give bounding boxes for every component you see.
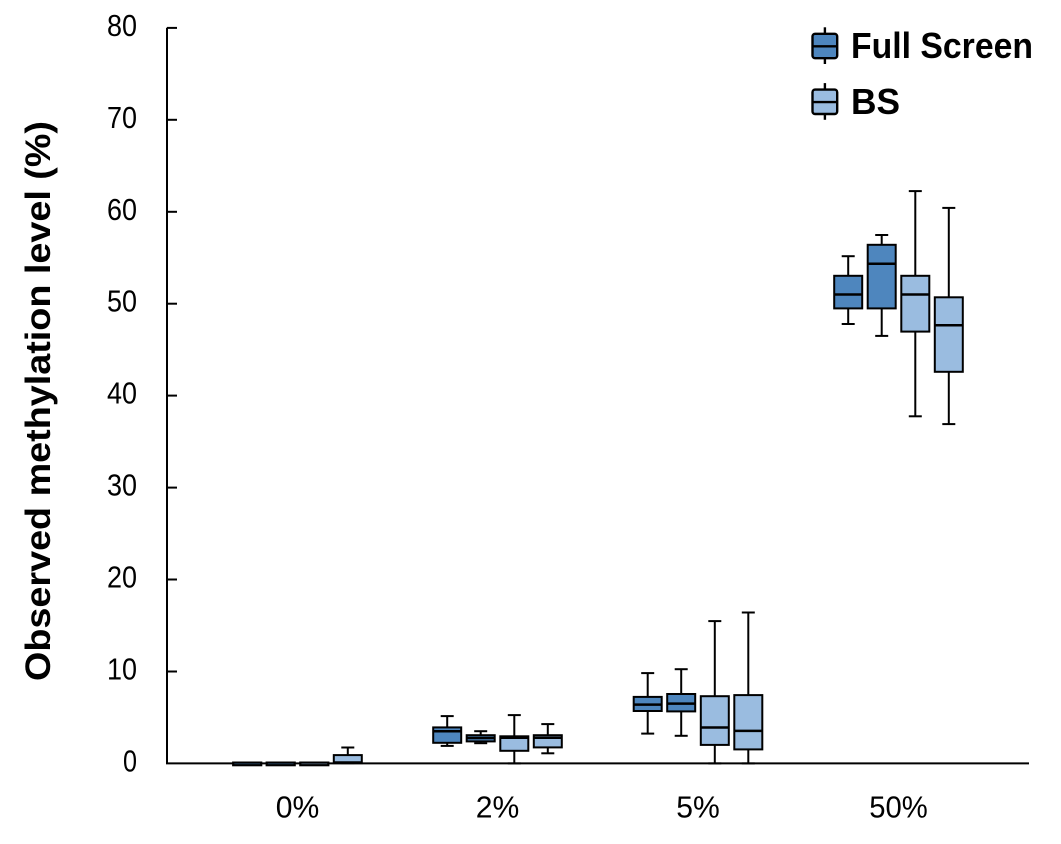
svg-text:0: 0 <box>123 743 137 778</box>
svg-text:20: 20 <box>107 560 137 595</box>
svg-text:40: 40 <box>107 376 137 411</box>
svg-text:50%: 50% <box>869 789 928 824</box>
svg-text:2%: 2% <box>476 789 520 824</box>
svg-text:5%: 5% <box>676 789 720 824</box>
svg-text:Full Screen: Full Screen <box>851 25 1033 66</box>
svg-text:50: 50 <box>107 284 137 319</box>
svg-text:BS: BS <box>851 81 900 122</box>
svg-text:60: 60 <box>107 192 137 227</box>
svg-text:30: 30 <box>107 468 137 503</box>
svg-text:0%: 0% <box>276 789 320 824</box>
svg-text:70: 70 <box>107 100 137 135</box>
svg-text:10: 10 <box>107 652 137 687</box>
svg-text:80: 80 <box>107 8 137 43</box>
svg-text:Observed methylation level (%): Observed methylation level (%) <box>19 121 58 681</box>
